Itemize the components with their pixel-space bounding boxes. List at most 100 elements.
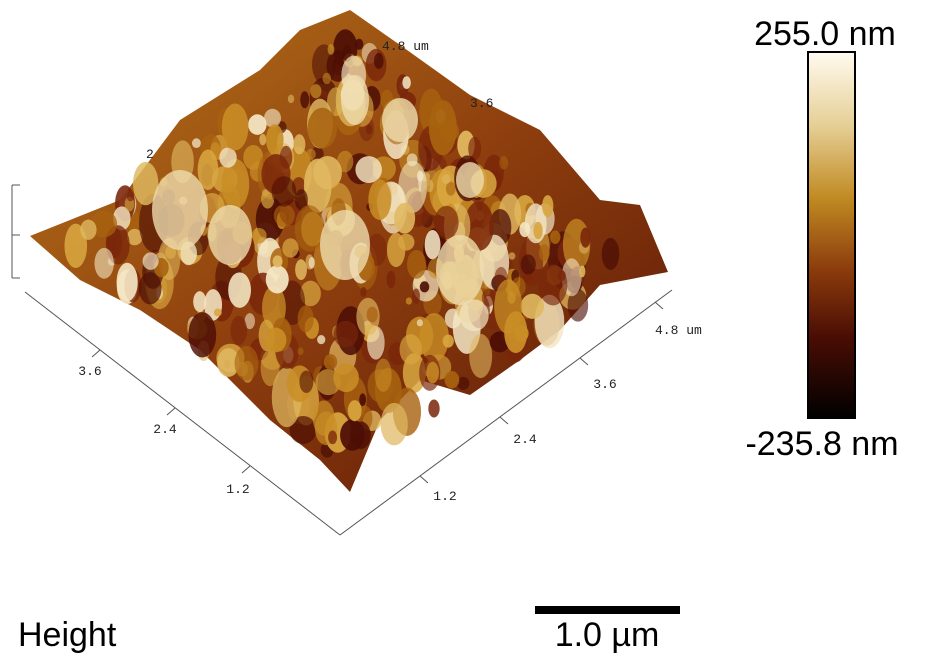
- grain: [407, 153, 418, 166]
- grain: [300, 91, 309, 108]
- grain: [139, 272, 162, 304]
- grain: [381, 403, 408, 445]
- grain: [394, 203, 415, 234]
- grain: [214, 309, 222, 317]
- grain: [265, 328, 287, 353]
- grain: [374, 53, 384, 69]
- right-tick: 2.4: [513, 432, 537, 447]
- grain: [324, 354, 338, 370]
- grain: [117, 263, 138, 302]
- grain: [230, 316, 247, 345]
- grain: [299, 370, 313, 393]
- grain: [309, 257, 315, 269]
- grain: [360, 287, 366, 297]
- grain: [359, 393, 366, 406]
- grain: [539, 264, 568, 305]
- grain: [602, 238, 620, 270]
- grain: [301, 212, 323, 247]
- right-tick: 4.8 um: [655, 323, 702, 338]
- peak: [341, 75, 369, 125]
- grain: [288, 95, 294, 104]
- grain: [509, 252, 516, 260]
- grain: [334, 321, 358, 348]
- grain: [482, 289, 495, 307]
- grain: [298, 347, 304, 355]
- grain: [499, 156, 508, 169]
- grain: [524, 224, 530, 233]
- grain: [533, 222, 542, 239]
- grain: [282, 238, 298, 257]
- grain: [429, 100, 457, 155]
- grain: [298, 305, 314, 332]
- scale-bar: [535, 606, 680, 614]
- grain: [192, 138, 201, 148]
- grain: [428, 399, 439, 417]
- top-tick: 4.8 um: [382, 39, 429, 54]
- grain: [306, 149, 316, 160]
- grain: [266, 124, 284, 155]
- grain: [355, 156, 382, 183]
- grain: [322, 73, 331, 84]
- grain: [550, 230, 560, 244]
- grain: [328, 431, 337, 445]
- grain: [426, 362, 439, 384]
- peak: [436, 235, 484, 305]
- grain: [355, 39, 363, 50]
- grain: [386, 271, 395, 288]
- grain: [407, 250, 426, 279]
- right-tick: 1.2: [433, 489, 456, 504]
- grain: [434, 206, 458, 239]
- grain: [248, 114, 266, 135]
- colorbar-min: -235.8 nm: [745, 425, 898, 463]
- grain: [293, 134, 305, 154]
- grain: [271, 176, 296, 206]
- grain: [308, 108, 337, 149]
- peak: [382, 98, 418, 142]
- grain: [94, 248, 113, 279]
- peak: [320, 210, 370, 280]
- left-tick: 3.6: [78, 364, 101, 379]
- grain: [273, 255, 283, 267]
- grain: [514, 325, 529, 341]
- grain: [259, 134, 266, 145]
- grain: [412, 288, 420, 304]
- caption: Height: [18, 616, 117, 654]
- grain: [406, 297, 412, 304]
- grain: [127, 191, 135, 201]
- grain: [235, 346, 259, 381]
- grain: [366, 124, 372, 134]
- top-tick: 2: [146, 147, 154, 162]
- grain: [417, 319, 423, 326]
- grain: [420, 281, 430, 292]
- grain: [321, 91, 328, 98]
- grain: [193, 291, 206, 312]
- grain: [348, 400, 362, 421]
- peak: [456, 162, 484, 198]
- grain: [310, 84, 321, 98]
- grain: [402, 76, 411, 89]
- grain: [542, 195, 553, 217]
- left-tick: 1.2: [226, 482, 249, 497]
- grain: [469, 334, 492, 378]
- grain: [443, 335, 454, 348]
- peak: [208, 205, 252, 265]
- grain: [442, 174, 451, 184]
- grain: [266, 265, 289, 293]
- grain: [521, 294, 544, 319]
- grain: [425, 179, 433, 192]
- grain: [350, 421, 371, 449]
- left-tick: 2.4: [153, 422, 177, 437]
- grain: [400, 334, 422, 364]
- right-tick: 3.6: [593, 377, 616, 392]
- grain: [274, 204, 295, 227]
- grain: [222, 104, 249, 151]
- grain: [143, 252, 159, 269]
- grain: [375, 358, 392, 391]
- grain: [188, 312, 216, 357]
- peak: [152, 170, 208, 250]
- grain: [579, 266, 585, 278]
- grain: [367, 307, 378, 323]
- grain: [80, 220, 96, 240]
- grain: [445, 371, 460, 388]
- grain: [580, 228, 590, 248]
